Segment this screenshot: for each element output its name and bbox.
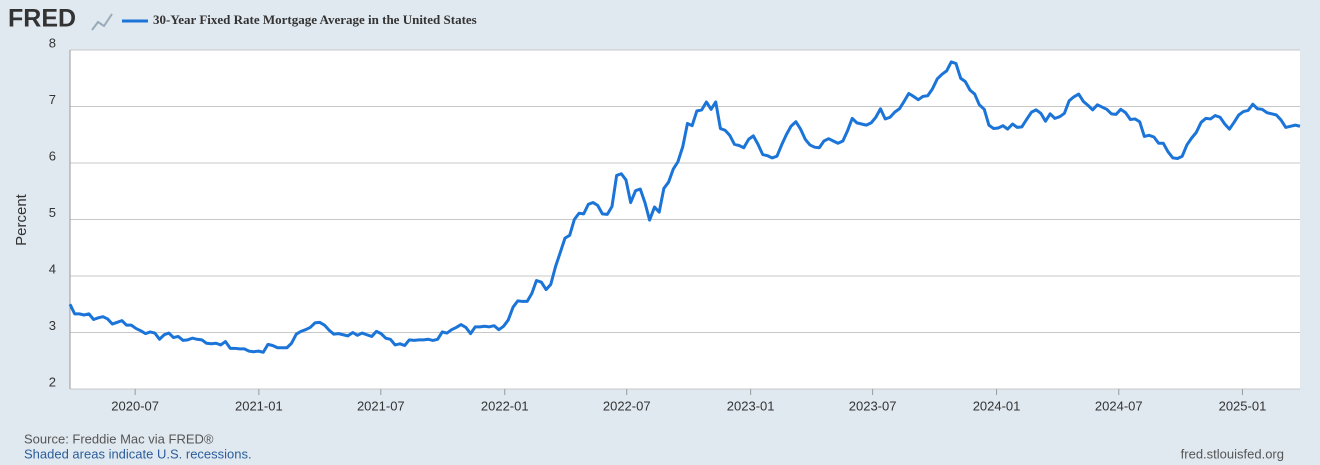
y-tick-label: 7 (49, 92, 56, 107)
y-axis-title: Percent (13, 193, 30, 246)
x-tick-label: 2025-01 (1219, 398, 1267, 413)
recession-note[interactable]: Shaded areas indicate U.S. recessions. (24, 446, 252, 461)
logo[interactable]: FRED (8, 5, 76, 33)
y-tick-label: 4 (49, 261, 56, 276)
y-tick-label: 3 (49, 318, 56, 333)
x-tick-label: 2022-01 (481, 398, 529, 413)
series-line (68, 60, 1301, 354)
y-tick-label: 8 (49, 35, 56, 50)
y-tick-label: 5 (49, 205, 56, 220)
x-tick-label: 2020-07 (111, 398, 159, 413)
x-tick-label: 2024-07 (1095, 398, 1143, 413)
x-tick-label: 2022-07 (603, 398, 651, 413)
x-tick-label: 2023-07 (849, 398, 897, 413)
y-tick-label: 6 (49, 148, 56, 163)
y-tick-label: 2 (49, 374, 56, 389)
x-tick-label: 2024-01 (973, 398, 1021, 413)
legend-label: 30-Year Fixed Rate Mortgage Average in t… (153, 12, 477, 27)
x-tick-label: 2021-01 (235, 398, 283, 413)
x-tick-label: 2021-07 (357, 398, 405, 413)
site[interactable]: fred.stlouisfed.org (1181, 446, 1284, 461)
logo-icon (91, 13, 113, 31)
source: Source: Freddie Mac via FRED® (24, 431, 214, 446)
x-tick-label: 2023-01 (727, 398, 775, 413)
